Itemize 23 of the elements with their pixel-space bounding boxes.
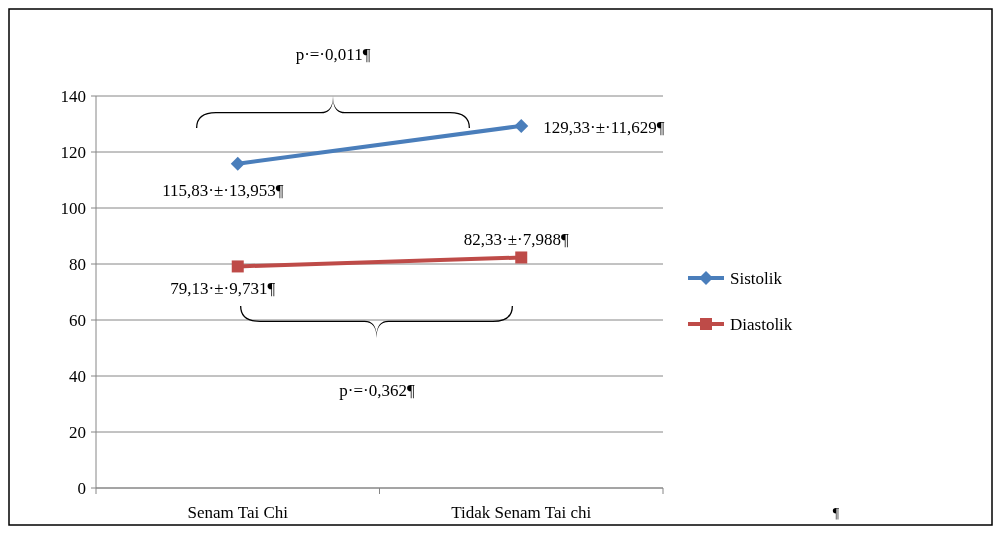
point xyxy=(515,251,528,264)
point xyxy=(230,156,245,171)
y-tick-label: 80 xyxy=(69,254,86,274)
y-tick-label: 140 xyxy=(60,86,86,106)
y-tick-label: 0 xyxy=(77,478,86,498)
legend-label: Diastolik xyxy=(730,314,793,334)
text: p·=·0,011¶ xyxy=(295,45,371,64)
annotation: p·=·0,362¶ xyxy=(339,381,415,400)
y-tick-label: 120 xyxy=(60,142,86,162)
y-tick-label: 40 xyxy=(69,366,86,386)
y-tick-label: 100 xyxy=(60,198,86,218)
point xyxy=(231,260,244,273)
x-tick-label: Senam Tai Chi xyxy=(187,503,289,522)
data-label: 79,13·±·9,731¶ xyxy=(170,279,276,299)
x-tick-label: Tidak Senam Tai chi xyxy=(451,503,592,522)
data-label: 129,33·±·11,629¶ xyxy=(543,117,665,137)
data-label: 115,83·±·13,953¶ xyxy=(162,180,284,200)
y-tick-label: 20 xyxy=(69,422,86,442)
point xyxy=(514,118,529,133)
text: ¶ xyxy=(832,506,840,521)
y-tick-label: 60 xyxy=(69,310,86,330)
legend-label: Sistolik xyxy=(730,268,783,288)
data-label: 82,33·±·7,988¶ xyxy=(463,230,569,250)
